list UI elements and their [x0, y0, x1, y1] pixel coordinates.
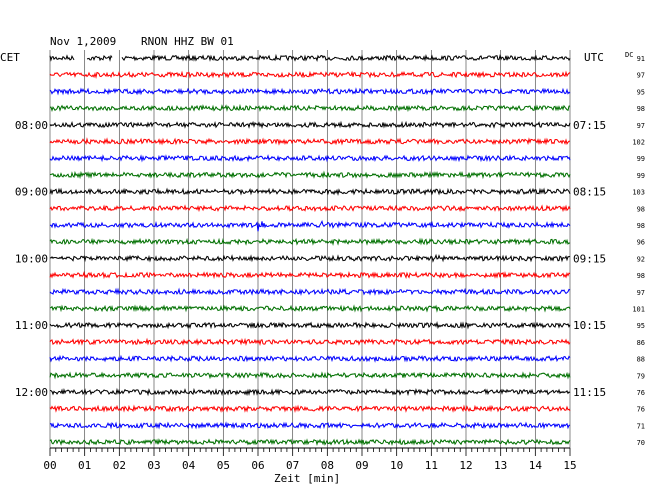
seismic-trace: [49, 204, 571, 213]
right-time-label: 09:15: [573, 252, 606, 265]
x-tick-label: 09: [355, 459, 368, 472]
left-time-label: 09:00: [15, 186, 48, 199]
seismic-trace: [49, 53, 571, 63]
seismic-trace: [49, 371, 571, 380]
traces-group: [49, 53, 571, 447]
left-time-label: 10:00: [15, 252, 48, 265]
x-tick-label: 00: [43, 459, 56, 472]
seismic-trace: [49, 421, 571, 430]
right-time-labels: 07:15 08:15 09:15 10:15 11:15: [573, 119, 606, 399]
dc-value: 92: [637, 255, 645, 263]
right-time-label: 10:15: [573, 319, 606, 332]
dc-value: 95: [637, 322, 645, 330]
dc-value: 70: [637, 439, 645, 447]
left-time-label: 12:00: [15, 386, 48, 399]
seismic-trace: [49, 404, 571, 413]
dc-value: 86: [637, 339, 645, 347]
dc-value: 88: [637, 356, 645, 364]
left-time-label: 11:00: [15, 319, 48, 332]
dc-value: 97: [637, 122, 645, 130]
seismic-trace: [49, 438, 571, 447]
x-tick-label: 08: [321, 459, 334, 472]
right-timezone-label: UTC: [584, 51, 604, 64]
date-label: Nov 1,2009: [50, 35, 116, 48]
dc-value: 98: [637, 272, 645, 280]
dc-value: 98: [637, 222, 645, 230]
dc-value: 102: [632, 139, 645, 147]
x-tick-label: 13: [494, 459, 507, 472]
x-tick-label: 05: [217, 459, 230, 472]
dc-value: 99: [637, 172, 645, 180]
right-time-label: 07:15: [573, 119, 606, 132]
dc-value: 79: [637, 372, 645, 380]
left-timezone-label: CET: [0, 51, 20, 64]
x-tick-label: 07: [286, 459, 299, 472]
seismic-trace: [49, 387, 571, 397]
dc-value: 91: [637, 55, 645, 63]
seismic-trace: [49, 270, 571, 280]
dc-value: 71: [637, 422, 645, 430]
seismic-trace: [49, 237, 571, 247]
seismic-trace: [49, 187, 571, 196]
x-tick-label: 14: [529, 459, 543, 472]
x-tick-label: 02: [113, 459, 126, 472]
x-tick-label: 03: [147, 459, 160, 472]
left-time-label: 08:00: [15, 119, 48, 132]
x-tick-label: 15: [563, 459, 576, 472]
grid-lines: [49, 50, 571, 448]
dc-value: 98: [637, 205, 645, 213]
dc-label: DC: [625, 51, 633, 59]
seismic-trace: [49, 137, 571, 146]
dc-value: 99: [637, 155, 645, 163]
seismic-trace: [49, 70, 571, 80]
seismic-trace: [49, 320, 571, 330]
station-label: RNON HHZ BW 01: [141, 35, 234, 48]
right-time-label: 11:15: [573, 386, 606, 399]
dc-values: 91 97 95 98 97 102 99 99 103 98 98 96 92 98 97 101 95 86 8…: [632, 55, 645, 447]
seismic-trace: [49, 304, 571, 313]
dc-value: 96: [637, 239, 645, 247]
seismic-trace: [49, 337, 571, 347]
x-axis: 00 01 02 03 04 05 06 07 08 09 10 11 12 13 14 15: [43, 447, 577, 472]
seismic-trace: [49, 354, 571, 363]
x-axis-label: Zeit [min]: [274, 472, 340, 485]
dc-value: 98: [637, 105, 645, 113]
x-tick-label: 11: [425, 459, 438, 472]
x-tick-label: 04: [182, 459, 196, 472]
seismic-trace: [49, 287, 571, 297]
x-tick-label: 10: [390, 459, 403, 472]
seismic-trace: [49, 219, 571, 232]
dc-value: 76: [637, 406, 645, 414]
seismic-trace: [49, 154, 571, 163]
x-tick-label: 12: [459, 459, 472, 472]
dc-value: 95: [637, 88, 645, 96]
seismic-trace: [49, 253, 571, 263]
dc-value: 76: [637, 389, 645, 397]
seismic-trace: [49, 87, 571, 96]
seismic-trace: [49, 120, 571, 129]
dc-value: 97: [637, 72, 645, 80]
seismic-trace: [50, 103, 571, 113]
dc-value: 101: [632, 306, 645, 314]
right-time-label: 08:15: [573, 186, 606, 199]
x-tick-label: 06: [251, 459, 264, 472]
x-tick-label: 01: [78, 459, 91, 472]
dc-value: 97: [637, 289, 645, 297]
dc-value: 103: [632, 189, 645, 197]
left-time-labels: 08:00 09:00 10:00 11:00 12:00: [15, 119, 48, 399]
seismic-trace: [49, 170, 571, 180]
